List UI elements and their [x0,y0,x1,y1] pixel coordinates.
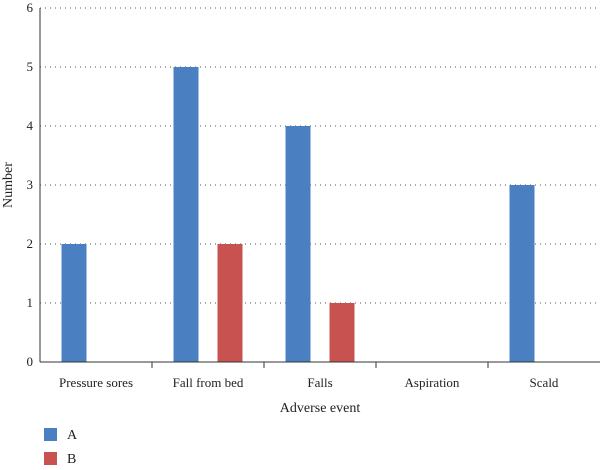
legend-swatch-b [44,452,57,465]
x-tick-labels: Pressure sores Fall from bed Falls Aspirati… [59,362,559,390]
y-tick-label: 0 [27,354,34,369]
y-tick-label: 5 [27,59,34,74]
y-tick-label: 4 [27,118,34,133]
legend-label-a: A [67,428,78,443]
y-axis-title: Number [1,162,16,208]
axes [39,8,600,363]
legend-label-b: B [67,452,76,467]
bars [61,67,535,362]
x-tick-label: Scald [530,375,559,390]
bar-b-fall-from-bed [217,244,243,362]
gridlines [40,7,600,304]
y-tick-label: 2 [27,236,34,251]
y-tick-label: 6 [27,0,34,15]
bar-a-pressure-sores [61,244,87,362]
legend: AB [44,428,78,467]
x-axis-title: Adverse event [280,401,361,416]
y-tick-labels: 0 1 2 3 4 5 6 [27,0,34,369]
y-tick-label: 1 [27,295,34,310]
bar-b-falls [329,303,355,362]
y-tick-label: 3 [27,177,34,192]
x-tick-label: Pressure sores [59,375,133,390]
bar-a-falls [285,126,311,362]
x-tick-label: Falls [307,375,332,390]
x-tick-label: Aspiration [405,375,460,390]
bar-a-fall-from-bed [173,67,199,362]
legend-swatch-a [44,428,57,441]
x-tick-label: Fall from bed [173,375,244,390]
bar-a-scald [509,185,535,362]
